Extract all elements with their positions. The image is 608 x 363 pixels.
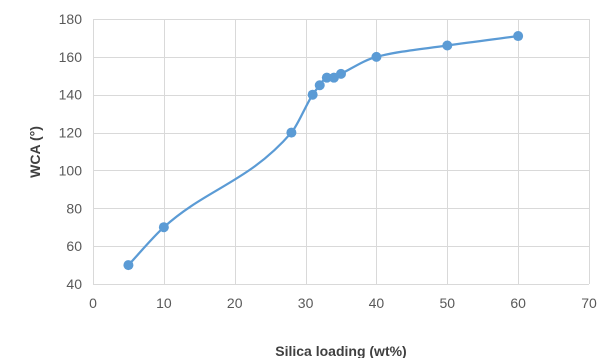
data-point (336, 68, 346, 79)
series-line-group (127, 34, 519, 266)
data-point (513, 31, 524, 42)
x-tick-label: 70 (581, 295, 597, 311)
x-tick-label: 20 (227, 295, 243, 311)
data-point (286, 127, 297, 138)
data-points (123, 31, 524, 271)
data-point (307, 89, 318, 100)
y-tick-label: 80 (66, 200, 82, 216)
x-tick-label: 0 (89, 295, 97, 311)
x-tick-label: 60 (510, 295, 526, 311)
y-tick-label: 100 (59, 162, 83, 178)
y-tick-label: 180 (59, 11, 83, 27)
y-axis-ticks: 40 60 80 100 120 140 160 180 (59, 11, 83, 292)
x-axis-title: Silica loading (wt%) (275, 343, 406, 358)
x-tick-label: 30 (298, 295, 314, 311)
y-tick-label: 60 (66, 238, 82, 254)
y-axis-title: WCA (°) (27, 126, 43, 178)
y-tick-label: 120 (59, 125, 83, 141)
x-tick-label: 40 (369, 295, 385, 311)
data-point (123, 260, 134, 271)
y-tick-label: 160 (59, 49, 83, 65)
x-tick-label: 50 (439, 295, 455, 311)
x-axis-ticks: 0 10 20 30 40 50 60 70 (89, 295, 597, 311)
x-tick-label: 10 (156, 295, 172, 311)
y-tick-label: 40 (66, 276, 82, 292)
data-point (158, 222, 169, 233)
data-point (314, 80, 325, 91)
data-point (371, 51, 382, 62)
data-point (442, 40, 453, 51)
series-line (127, 34, 519, 266)
data-point (321, 72, 332, 83)
y-tick-label: 140 (59, 87, 83, 103)
grid (93, 19, 590, 285)
